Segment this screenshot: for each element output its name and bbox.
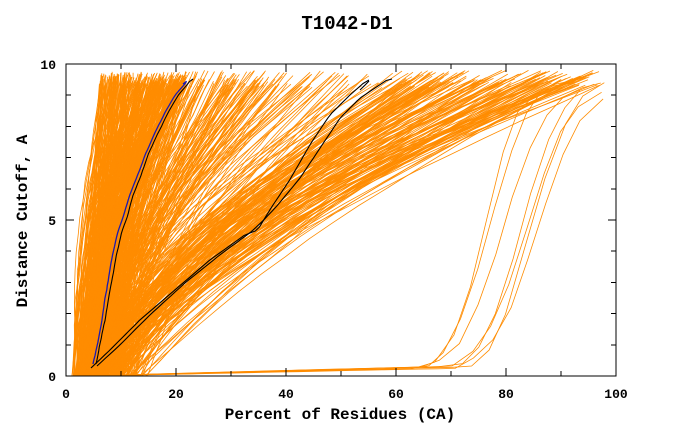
- svg-text:10: 10: [40, 58, 56, 73]
- svg-text:60: 60: [388, 387, 404, 402]
- svg-text:5: 5: [48, 214, 56, 229]
- svg-text:0: 0: [48, 370, 56, 385]
- svg-text:0: 0: [62, 387, 70, 402]
- svg-text:40: 40: [278, 387, 294, 402]
- svg-text:80: 80: [498, 387, 514, 402]
- svg-text:20: 20: [168, 387, 184, 402]
- svg-text:100: 100: [604, 387, 628, 402]
